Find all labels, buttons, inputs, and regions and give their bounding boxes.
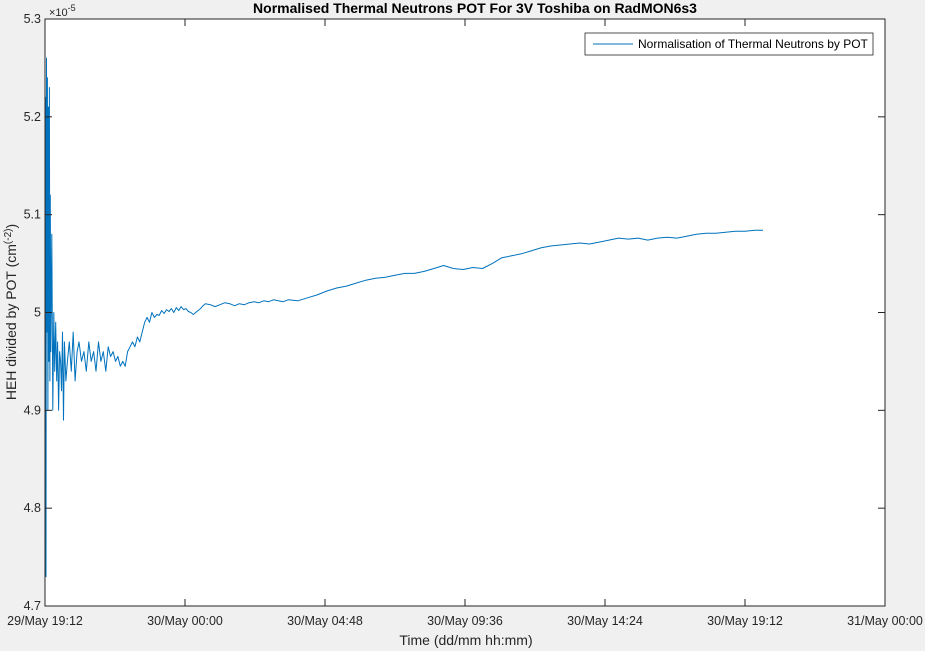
- y-tick-label: 5.2: [24, 110, 41, 124]
- chart-title: Normalised Thermal Neutrons POT For 3V T…: [253, 0, 697, 16]
- x-tick-label: 30/May 09:36: [427, 614, 503, 628]
- legend-entry-label: Normalisation of Thermal Neutrons by POT: [638, 37, 869, 51]
- x-tick-label: 29/May 19:12: [7, 614, 83, 628]
- y-axis: 4.7 4.8 4.9 5 5.1 5.2 5.3: [24, 12, 885, 613]
- y-tick-label: 4.9: [24, 403, 41, 417]
- x-axis-label: Time (dd/mm hh:mm): [399, 632, 532, 648]
- x-tick-label: 30/May 04:48: [287, 614, 363, 628]
- y-multiplier: ×10-5: [49, 3, 76, 19]
- y-tick-label: 5.1: [24, 208, 41, 222]
- y-axis-label-end: ): [3, 224, 19, 229]
- y-multiplier-exponent: -5: [68, 3, 76, 13]
- x-axis: 29/May 19:12 30/May 00:00 30/May 04:48 30/M…: [7, 19, 923, 628]
- y-tick-label: 5.3: [24, 12, 41, 26]
- y-tick-label: 5: [34, 306, 41, 320]
- y-tick-label: 4.7: [24, 599, 41, 613]
- y-axis-label-sup: (-2): [3, 228, 14, 244]
- x-tick-label: 30/May 14:24: [567, 614, 643, 628]
- series-line-thermal-neutrons: [44, 57, 763, 578]
- x-tick-label: 30/May 00:00: [147, 614, 223, 628]
- y-tick-label: 4.8: [24, 501, 41, 515]
- y-multiplier-base: ×10: [49, 7, 68, 19]
- plot-area: [45, 19, 885, 606]
- y-axis-label-main: HEH divided by POT (cm: [3, 244, 19, 400]
- legend-box: [584, 32, 874, 56]
- x-tick-label: 30/May 19:12: [707, 614, 783, 628]
- x-tick-label: 31/May 00:00: [847, 614, 923, 628]
- legend[interactable]: Normalisation of Thermal Neutrons by POT: [584, 32, 874, 56]
- y-axis-label: HEH divided by POT (cm(-2)): [3, 224, 19, 400]
